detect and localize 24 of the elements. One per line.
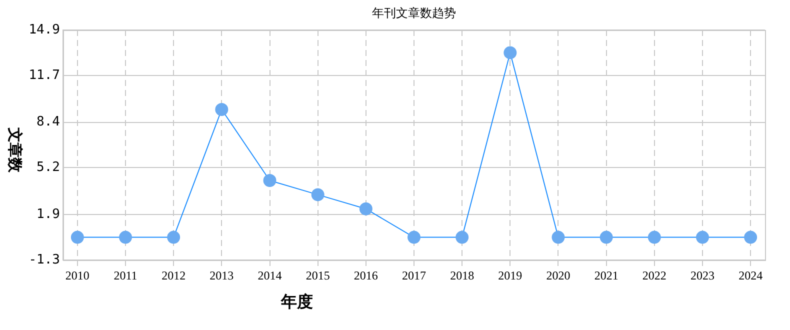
y-tick-label: 11.7 [28, 68, 60, 83]
x-tick-label: 2024 [738, 268, 763, 282]
y-axis-title: 文章数 [6, 126, 24, 174]
y-tick-label: 5.2 [36, 160, 60, 176]
y-tick-label: 1.9 [36, 206, 60, 222]
x-tick-label: 2012 [162, 268, 186, 282]
y-tick-label: 14.9 [28, 22, 60, 38]
x-tick-label: 2021 [594, 268, 618, 282]
x-tick-label: 2015 [306, 268, 330, 282]
x-tick-label: 2016 [354, 268, 378, 282]
x-tick-label: 2019 [498, 268, 522, 282]
y-tick-label: 8.4 [36, 114, 60, 130]
x-tick-label: 2014 [258, 268, 282, 282]
x-tick-label: 2022 [642, 268, 666, 282]
x-tick-label: 2013 [210, 268, 234, 282]
x-tick-label: 2011 [114, 268, 138, 282]
x-tick-label: 2017 [402, 268, 426, 282]
chart-title: 年刊文章数趋势 [372, 6, 456, 20]
x-axis-title: 年度 [280, 292, 313, 312]
x-tick-label: 2020 [546, 268, 570, 282]
y-tick-label: -1.3 [28, 252, 60, 268]
x-tick-label: 2023 [690, 268, 714, 282]
x-tick-label: 2010 [65, 268, 90, 282]
x-tick-label: 2018 [450, 268, 474, 282]
